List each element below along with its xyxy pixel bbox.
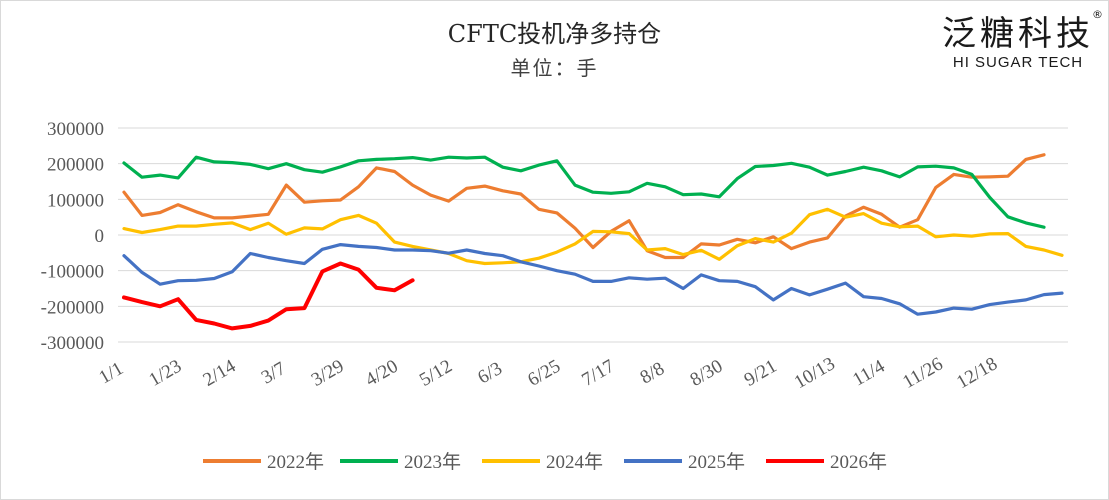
x-tick-label: 10/13 <box>791 353 839 393</box>
x-tick-label: 7/17 <box>578 356 618 391</box>
registered-mark: ® <box>1092 8 1103 21</box>
y-tick-label: -300000 <box>41 333 104 354</box>
x-tick-label: 4/20 <box>362 356 402 391</box>
legend-label: 2023年 <box>404 451 461 473</box>
x-tick-label: 1/1 <box>95 358 127 388</box>
y-tick-label: 100000 <box>47 190 104 211</box>
x-tick-label: 3/29 <box>308 356 348 391</box>
x-axis: 1/1 1/23 2/14 3/7 3/29 4/20 5/12 6/3 6/25 7/17 8/8… <box>95 353 1001 393</box>
chart-title: CFTC投机净多持仓 <box>447 20 662 48</box>
x-tick-label: 6/25 <box>524 356 564 391</box>
y-tick-label: 300000 <box>47 119 104 140</box>
y-tick-label: -100000 <box>41 262 104 283</box>
x-tick-label: 8/8 <box>637 358 669 388</box>
x-tick-label: 9/21 <box>741 356 781 391</box>
x-tick-label: 1/23 <box>145 356 185 391</box>
x-tick-label: 11/4 <box>849 356 889 391</box>
series-line-2026年 <box>122 261 415 331</box>
x-tick-label: 11/26 <box>899 353 946 392</box>
x-tick-label: 3/7 <box>258 358 290 388</box>
x-tick-label: 5/12 <box>416 356 456 391</box>
series-lines <box>122 153 1064 331</box>
x-tick-label: 6/3 <box>474 358 506 388</box>
chart-subtitle: 单位：手 <box>510 56 599 80</box>
series-line-2024年 <box>122 207 1064 266</box>
y-tick-label: 0 <box>95 226 105 247</box>
series-line-2022年 <box>122 153 1046 260</box>
legend-label: 2026年 <box>830 451 887 473</box>
legend-label: 2022年 <box>267 451 324 473</box>
legend-label: 2025年 <box>688 451 745 473</box>
logo-chinese-text: 泛糖科技 <box>942 14 1094 54</box>
y-tick-label: -200000 <box>41 297 104 318</box>
x-tick-label: 8/30 <box>687 356 727 391</box>
legend: 2022年 2023年 2024年 2025年 2026年 <box>203 451 887 473</box>
y-axis: 300000 200000 100000 0 -100000 -200000 -300000 <box>41 119 104 354</box>
series-line-2023年 <box>122 155 1046 229</box>
brand-logo: 泛糖科技 HI SUGAR TECH <box>938 14 1098 72</box>
series-line-2025年 <box>122 243 1064 316</box>
x-tick-label: 12/18 <box>953 353 1001 393</box>
logo-english-text: HI SUGAR TECH <box>952 54 1084 71</box>
gridlines <box>118 127 1068 343</box>
x-tick-label: 2/14 <box>200 355 240 390</box>
y-tick-label: 200000 <box>47 155 104 176</box>
legend-label: 2024年 <box>546 451 603 473</box>
